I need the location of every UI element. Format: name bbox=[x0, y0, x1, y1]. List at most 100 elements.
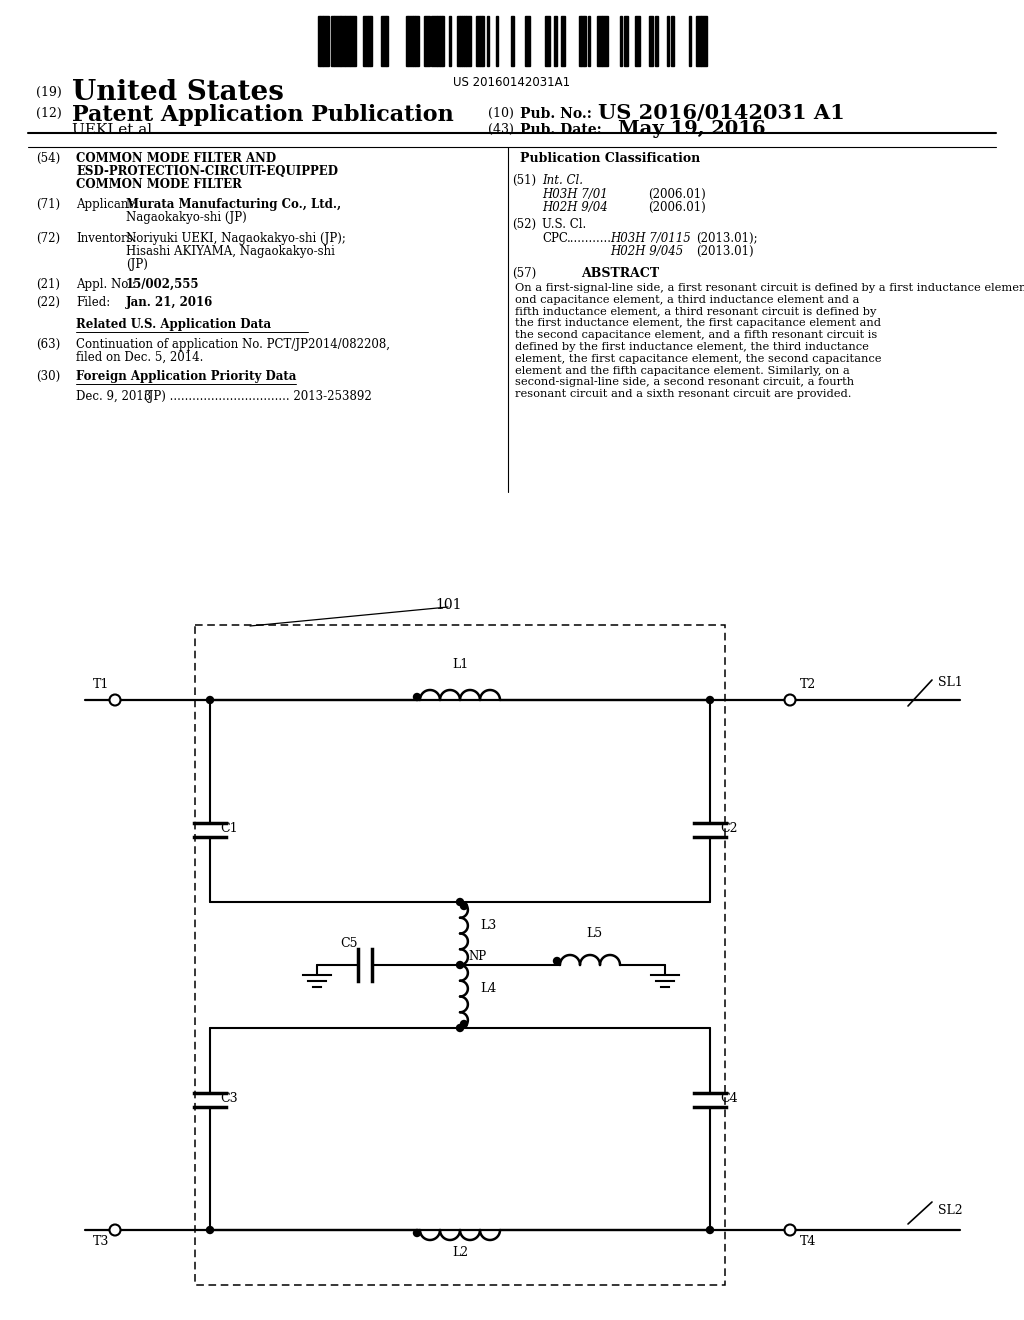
Text: H03H 7/01: H03H 7/01 bbox=[542, 187, 608, 201]
Circle shape bbox=[461, 903, 468, 909]
Bar bbox=[497, 16, 498, 66]
Circle shape bbox=[707, 697, 714, 704]
Text: NP: NP bbox=[468, 950, 486, 964]
Text: ............: ............ bbox=[567, 232, 612, 246]
Text: the second capacitance element, and a fifth resonant circuit is: the second capacitance element, and a fi… bbox=[515, 330, 878, 341]
Bar bbox=[462, 16, 464, 66]
Bar bbox=[442, 16, 444, 66]
Text: (52): (52) bbox=[512, 218, 537, 231]
Text: Hisashi AKIYAMA, Nagaokakyo-shi: Hisashi AKIYAMA, Nagaokakyo-shi bbox=[126, 246, 335, 257]
Text: Dec. 9, 2013: Dec. 9, 2013 bbox=[76, 389, 152, 403]
Text: fifth inductance element, a third resonant circuit is defined by: fifth inductance element, a third resona… bbox=[515, 306, 877, 317]
Text: US 2016/0142031 A1: US 2016/0142031 A1 bbox=[598, 103, 845, 123]
Text: US 20160142031A1: US 20160142031A1 bbox=[454, 77, 570, 88]
Bar bbox=[511, 16, 514, 66]
Circle shape bbox=[554, 957, 560, 965]
Text: CPC: CPC bbox=[542, 232, 568, 246]
Bar bbox=[464, 16, 466, 66]
Text: (JP): (JP) bbox=[126, 257, 147, 271]
Text: H02H 9/04: H02H 9/04 bbox=[542, 201, 608, 214]
Text: L5: L5 bbox=[586, 927, 602, 940]
Bar bbox=[318, 16, 319, 66]
Text: United States: United States bbox=[72, 79, 284, 106]
Text: (63): (63) bbox=[36, 338, 60, 351]
Circle shape bbox=[207, 1226, 213, 1233]
Text: (2006.01): (2006.01) bbox=[648, 187, 706, 201]
Text: C4: C4 bbox=[720, 1092, 737, 1105]
Text: SL1: SL1 bbox=[938, 676, 963, 689]
Text: second-signal-line side, a second resonant circuit, a fourth: second-signal-line side, a second resona… bbox=[515, 378, 854, 387]
Text: U.S. Cl.: U.S. Cl. bbox=[542, 218, 587, 231]
Bar bbox=[602, 16, 608, 66]
Bar bbox=[341, 16, 345, 66]
Text: 15/002,555: 15/002,555 bbox=[126, 279, 200, 290]
Bar bbox=[621, 16, 623, 66]
Text: Int. Cl.: Int. Cl. bbox=[542, 174, 583, 187]
Bar bbox=[414, 16, 415, 66]
Bar bbox=[457, 16, 460, 66]
Bar bbox=[482, 16, 483, 66]
Text: ond capacitance element, a third inductance element and a: ond capacitance element, a third inducta… bbox=[515, 294, 859, 305]
Text: L2: L2 bbox=[452, 1246, 468, 1259]
Text: filed on Dec. 5, 2014.: filed on Dec. 5, 2014. bbox=[76, 351, 204, 364]
Bar bbox=[195, 624, 725, 1284]
Text: Murata Manufacturing Co., Ltd.,: Murata Manufacturing Co., Ltd., bbox=[126, 198, 341, 211]
Bar bbox=[345, 16, 350, 66]
Text: C5: C5 bbox=[340, 937, 357, 950]
Bar bbox=[431, 16, 437, 66]
Text: T2: T2 bbox=[800, 678, 816, 690]
Text: Jan. 21, 2016: Jan. 21, 2016 bbox=[126, 296, 213, 309]
Text: T4: T4 bbox=[800, 1236, 816, 1247]
Text: (30): (30) bbox=[36, 370, 60, 383]
Bar bbox=[624, 16, 628, 66]
Text: (22): (22) bbox=[36, 296, 60, 309]
Text: H03H 7/0115: H03H 7/0115 bbox=[610, 232, 691, 246]
Bar bbox=[331, 16, 334, 66]
Text: (54): (54) bbox=[36, 152, 60, 165]
Bar bbox=[487, 16, 489, 66]
Text: On a first-signal-line side, a first resonant circuit is defined by a first indu: On a first-signal-line side, a first res… bbox=[515, 282, 1024, 293]
Bar bbox=[369, 16, 371, 66]
Text: COMMON MODE FILTER AND: COMMON MODE FILTER AND bbox=[76, 152, 276, 165]
Text: Patent Application Publication: Patent Application Publication bbox=[72, 104, 454, 125]
Circle shape bbox=[784, 694, 796, 705]
Text: (12): (12) bbox=[36, 107, 61, 120]
Text: (2006.01): (2006.01) bbox=[648, 201, 706, 214]
Text: resonant circuit and a sixth resonant circuit are provided.: resonant circuit and a sixth resonant ci… bbox=[515, 389, 852, 399]
Text: 101: 101 bbox=[435, 598, 462, 612]
Text: UEKI et al.: UEKI et al. bbox=[72, 123, 157, 137]
Text: C2: C2 bbox=[720, 822, 737, 836]
Text: Foreign Application Priority Data: Foreign Application Priority Data bbox=[76, 370, 296, 383]
Bar bbox=[588, 16, 590, 66]
Bar bbox=[371, 16, 372, 66]
Bar bbox=[319, 16, 324, 66]
Text: C1: C1 bbox=[220, 822, 238, 836]
Text: element, the first capacitance element, the second capacitance: element, the first capacitance element, … bbox=[515, 354, 882, 364]
Text: (57): (57) bbox=[512, 267, 537, 280]
Text: (JP) ................................ 2013-253892: (JP) ................................ 20… bbox=[144, 389, 372, 403]
Text: Nagaokakyo-shi (JP): Nagaokakyo-shi (JP) bbox=[126, 211, 247, 224]
Circle shape bbox=[414, 693, 421, 701]
Bar bbox=[635, 16, 640, 66]
Bar bbox=[671, 16, 675, 66]
Text: element and the fifth capacitance element. Similarly, on a: element and the fifth capacitance elemen… bbox=[515, 366, 850, 376]
Bar bbox=[545, 16, 550, 66]
Text: COMMON MODE FILTER: COMMON MODE FILTER bbox=[76, 178, 242, 191]
Text: T3: T3 bbox=[93, 1236, 110, 1247]
Bar bbox=[450, 16, 452, 66]
Circle shape bbox=[457, 961, 464, 969]
Text: C3: C3 bbox=[220, 1092, 238, 1105]
Bar bbox=[696, 16, 701, 66]
Text: (72): (72) bbox=[36, 232, 60, 246]
Bar bbox=[386, 16, 388, 66]
Bar bbox=[701, 16, 707, 66]
Text: ESD-PROTECTION-CIRCUIT-EQUIPPED: ESD-PROTECTION-CIRCUIT-EQUIPPED bbox=[76, 165, 338, 178]
Text: L4: L4 bbox=[480, 982, 497, 995]
Bar bbox=[654, 16, 658, 66]
Bar bbox=[668, 16, 669, 66]
Text: Continuation of application No. PCT/JP2014/082208,: Continuation of application No. PCT/JP20… bbox=[76, 338, 390, 351]
Bar bbox=[466, 16, 471, 66]
Bar bbox=[554, 16, 557, 66]
Text: (71): (71) bbox=[36, 198, 60, 211]
Text: ABSTRACT: ABSTRACT bbox=[581, 267, 659, 280]
